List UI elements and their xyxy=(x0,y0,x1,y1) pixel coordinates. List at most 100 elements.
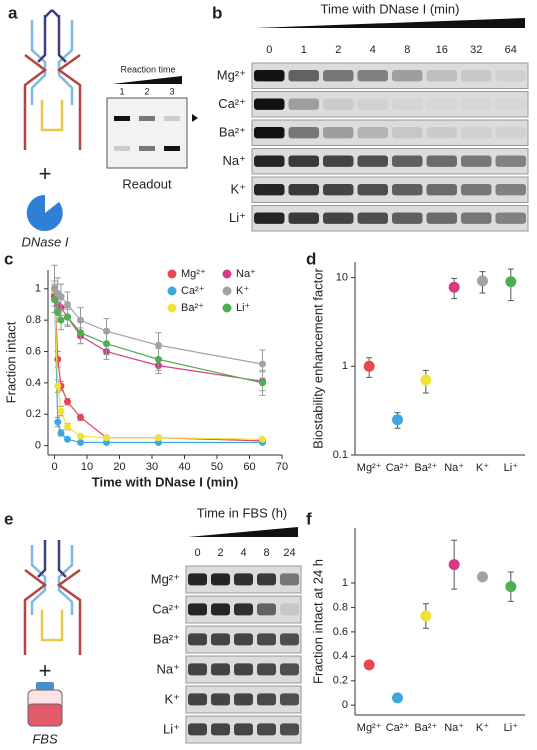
row-label: Li⁺ xyxy=(229,210,246,225)
gel-band xyxy=(461,98,492,109)
gel-band xyxy=(280,663,299,676)
x-tick-label: Li⁺ xyxy=(504,722,519,734)
x-tick-label: 60 xyxy=(243,461,255,473)
gel-band xyxy=(357,155,388,167)
gel-strip xyxy=(251,91,529,118)
gel-band xyxy=(234,603,253,616)
y-tick-label: 0.8 xyxy=(333,601,348,613)
data-point xyxy=(392,414,403,426)
data-point xyxy=(54,355,62,363)
row-label: Ca²⁺ xyxy=(218,96,246,111)
gel-band xyxy=(288,183,319,196)
data-point xyxy=(51,296,58,304)
gel-band xyxy=(357,69,388,82)
gel-band xyxy=(323,69,354,82)
gel-band xyxy=(254,155,285,167)
lane-label: 2 xyxy=(217,547,223,559)
x-tick-label: Ca²⁺ xyxy=(386,462,410,474)
dna-schematic xyxy=(23,540,82,655)
data-point xyxy=(363,360,375,372)
gel-band xyxy=(211,633,230,646)
lane-label: 8 xyxy=(263,547,269,559)
gel-band xyxy=(288,212,319,224)
panel-label: d xyxy=(306,249,316,268)
gel-band xyxy=(257,693,276,706)
gel-band xyxy=(392,155,423,167)
data-point xyxy=(57,316,65,324)
data-point xyxy=(448,559,460,571)
series-line xyxy=(53,291,263,440)
gel-band xyxy=(426,126,457,139)
x-tick-label: 10 xyxy=(81,461,93,473)
data-point xyxy=(505,276,517,288)
gel-band xyxy=(188,573,207,586)
gel-band xyxy=(323,155,354,167)
gel-band xyxy=(496,98,527,109)
gel-band xyxy=(288,155,319,167)
gel-band xyxy=(427,98,458,109)
gel-band xyxy=(280,633,299,646)
gel-band xyxy=(254,98,285,110)
gel-band xyxy=(495,212,526,224)
gel-band xyxy=(323,98,354,110)
gel-band xyxy=(280,573,299,586)
x-tick-label: Ba²⁺ xyxy=(414,462,437,474)
gel-band xyxy=(188,633,207,646)
gel-band xyxy=(288,126,319,139)
data-point xyxy=(363,659,375,671)
gel-band xyxy=(495,155,526,167)
data-point xyxy=(505,581,517,593)
gel-band xyxy=(234,633,253,646)
plus-sign: + xyxy=(39,161,52,186)
data-point xyxy=(392,692,403,704)
lane-label: 3 xyxy=(169,86,174,96)
gel-band xyxy=(257,633,276,646)
gel-band xyxy=(357,183,388,196)
y-tick-label: 1 xyxy=(342,360,348,372)
data-point xyxy=(64,398,71,406)
gel-title: Time with DNase I (min) xyxy=(321,1,460,16)
gel-band xyxy=(426,69,457,82)
gel-band xyxy=(461,183,492,196)
data-point xyxy=(155,434,162,442)
row-label: Ba²⁺ xyxy=(219,125,246,140)
gel-band xyxy=(234,723,253,736)
y-tick-label: 1 xyxy=(35,283,41,295)
lane-label: 1 xyxy=(119,86,124,96)
legend-marker xyxy=(222,269,232,279)
x-tick-label: 70 xyxy=(276,461,288,473)
data-point xyxy=(420,374,432,386)
data-point xyxy=(77,432,84,440)
data-point xyxy=(57,293,65,301)
gel-band xyxy=(357,126,388,139)
gel-band xyxy=(211,723,230,736)
gel-band xyxy=(323,126,354,139)
gel-band xyxy=(357,98,388,110)
wedge xyxy=(255,18,525,28)
y-tick-label: 0.4 xyxy=(26,377,41,389)
data-point xyxy=(57,407,65,415)
data-point xyxy=(420,610,432,622)
gel-band xyxy=(257,603,276,616)
x-tick-label: Mg²⁺ xyxy=(357,462,382,474)
y-axis-label: Fraction intact xyxy=(3,321,18,403)
lane-label: 16 xyxy=(436,44,448,56)
lane-label: 2 xyxy=(144,86,149,96)
legend-marker xyxy=(222,303,232,313)
x-tick-label: 0 xyxy=(51,461,57,473)
data-point xyxy=(103,340,110,348)
gel-band xyxy=(392,126,423,139)
legend-label: Li⁺ xyxy=(236,302,251,314)
wedge xyxy=(188,527,298,537)
enzyme-icon xyxy=(26,194,63,231)
y-tick-label: 0 xyxy=(342,699,348,711)
data-point xyxy=(477,275,488,287)
data-point xyxy=(57,429,65,437)
gel-band xyxy=(188,693,207,706)
gel-band xyxy=(392,212,423,224)
lane-label: 64 xyxy=(505,44,517,56)
gel-band xyxy=(392,183,423,196)
panel-label: e xyxy=(4,509,13,528)
y-tick-label: 0.6 xyxy=(26,345,41,357)
panel-label: a xyxy=(8,3,18,22)
